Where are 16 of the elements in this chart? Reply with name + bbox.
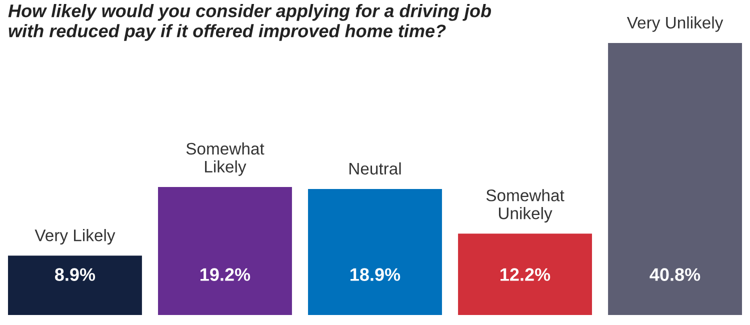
- data-label: 12.2%: [500, 268, 550, 281]
- data-label: 8.9%: [54, 268, 96, 281]
- chart-title: How likely would you consider applying for a driving job with reduced pay if it offered improved home time?: [8, 4, 492, 41]
- x-tick-label: Very Likely: [34, 229, 116, 245]
- x-tick-label: Somewhat Likely: [186, 142, 264, 176]
- x-tick-label: Neutral: [350, 162, 401, 175]
- data-label: 40.8%: [650, 268, 700, 281]
- x-tick-label: Very Unlikely: [626, 16, 724, 32]
- bar: [608, 43, 742, 315]
- bar: [8, 256, 142, 315]
- x-tick-label: Somewhat Unikely: [486, 189, 564, 223]
- bar: [458, 234, 592, 315]
- data-label: 18.9%: [350, 268, 400, 281]
- bar: [308, 189, 442, 315]
- data-label: 19.2%: [200, 268, 250, 281]
- bar: [158, 187, 292, 315]
